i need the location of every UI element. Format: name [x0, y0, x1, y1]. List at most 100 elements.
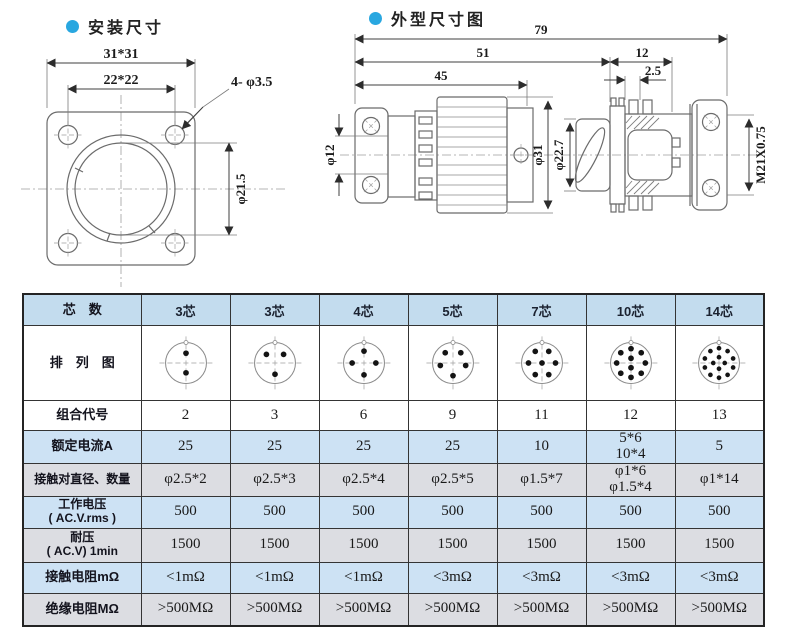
- table-cell: 25: [140, 430, 231, 464]
- row-label-contact: 接触对直径、数量: [22, 462, 142, 497]
- table-cell: 13: [674, 400, 765, 431]
- table-cell: 6: [318, 400, 409, 431]
- col-header: 10芯: [585, 293, 676, 326]
- table-row-voltage: 工作电压 ( AC.V.rms ) 500 500 500 500 500 50…: [22, 495, 765, 529]
- table-cell: 500: [140, 495, 231, 529]
- table-cell: 500: [585, 495, 676, 529]
- table-row-insulation: 绝缘电阻MΩ >500MΩ >500MΩ >500MΩ >500MΩ >500M…: [22, 592, 765, 626]
- table-cell: <1mΩ: [229, 561, 320, 594]
- flange-front-view: [21, 95, 287, 287]
- dim-label-thread: M21X0.75: [753, 126, 768, 184]
- table-cell: 5: [674, 430, 765, 464]
- table-row-withstand: 耐压 ( AC.V) 1min 1500 1500 1500 1500 1500…: [22, 527, 765, 563]
- pin-arrangement-diagram: [158, 336, 213, 390]
- bullet-icon: [66, 19, 79, 33]
- table-cell: φ1.5*7: [496, 462, 587, 497]
- table-cell: 1500: [229, 527, 320, 563]
- table-cell: >500MΩ: [407, 592, 498, 626]
- table-cell: >500MΩ: [229, 592, 320, 626]
- table-cell: φ2.5*5: [407, 462, 498, 497]
- table-row-arrangement: 排 列 图: [22, 325, 765, 401]
- dim-label-mid-length: 51: [477, 45, 490, 60]
- table-cell: 1500: [496, 527, 587, 563]
- row-label-voltage: 工作电压 ( AC.V.rms ): [22, 495, 142, 529]
- pin-cell: [496, 325, 587, 401]
- table-row-code: 组合代号 2 3 6 9 11 12 13: [22, 400, 765, 431]
- dim-label-total-length: 79: [535, 22, 549, 37]
- spec-table: 芯 数 3芯 3芯 4芯 5芯 7芯 10芯 14芯 排 列 图 组合代号 2 …: [22, 293, 765, 627]
- install-dims-title: 安装尺寸: [66, 14, 164, 38]
- row-label-current: 额定电流A: [22, 430, 142, 464]
- pin-arrangement-diagram: [514, 336, 569, 390]
- table-cell: φ2.5*2: [140, 462, 231, 497]
- table-cell: <1mΩ: [318, 561, 409, 594]
- contact-slots: [418, 116, 433, 200]
- col-header: 4芯: [318, 293, 409, 326]
- table-cell: 500: [229, 495, 320, 529]
- row-label-insulation: 绝缘电阻MΩ: [22, 592, 142, 626]
- col-header: 7芯: [496, 293, 587, 326]
- pin-cell: [674, 325, 765, 401]
- col-header: 5芯: [407, 293, 498, 326]
- pin-cell: [229, 325, 320, 401]
- dim-label-plate-thickness: 2.5: [645, 63, 662, 78]
- dim-label-d12: φ12: [322, 144, 337, 165]
- table-cell: 3: [229, 400, 320, 431]
- table-cell: 25: [407, 430, 498, 464]
- dim-label-d31: φ31: [530, 144, 545, 165]
- table-cell: >500MΩ: [318, 592, 409, 626]
- pin-arrangement-diagram: [425, 336, 480, 390]
- dim-label-front-length: 45: [435, 68, 449, 83]
- body-teeth: [628, 99, 653, 211]
- pin-cell: [407, 325, 498, 401]
- table-cell: 12: [585, 400, 676, 431]
- dim-label-center-circle: φ21.5: [233, 173, 248, 204]
- table-row-current: 额定电流A 25 25 25 25 10 5*6 10*4 5: [22, 430, 765, 464]
- table-cell: 1500: [140, 527, 231, 563]
- install-dims-title-text: 安装尺寸: [88, 20, 165, 37]
- table-row-cores: 芯 数 3芯 3芯 4芯 5芯 7芯 10芯 14芯: [22, 293, 765, 326]
- table-cell: 1500: [674, 527, 765, 563]
- table-row-resistance: 接触电阻mΩ <1mΩ <1mΩ <1mΩ <3mΩ <3mΩ <3mΩ <3m…: [22, 561, 765, 594]
- row-label-resistance: 接触电阻mΩ: [22, 561, 142, 594]
- table-cell: 9: [407, 400, 498, 431]
- pin-arrangement-diagram: [336, 336, 391, 390]
- hatching: [625, 115, 660, 195]
- table-cell: 1500: [318, 527, 409, 563]
- dim-label-hole-spacing: 22*22: [104, 73, 139, 88]
- row-label-withstand: 耐压 ( AC.V) 1min: [22, 527, 142, 563]
- table-cell: φ1*6 φ1.5*4: [585, 462, 676, 497]
- table-cell: 25: [229, 430, 320, 464]
- table-cell: 1500: [585, 527, 676, 563]
- table-cell: 10: [496, 430, 587, 464]
- col-header: 14芯: [674, 293, 765, 326]
- table-cell: φ2.5*3: [229, 462, 320, 497]
- table-cell: 25: [318, 430, 409, 464]
- bullet-icon: [369, 11, 382, 25]
- install-dimension-drawing: 31*31 22*22 4- φ3.5 φ21.5: [21, 47, 287, 287]
- dim-label-outer-square: 31*31: [104, 47, 139, 62]
- row-label-arrangement: 排 列 图: [22, 325, 142, 401]
- table-cell: 1500: [407, 527, 498, 563]
- col-header: 3芯: [229, 293, 320, 326]
- rib-lines: [437, 106, 507, 206]
- outline-dims-title-text: 外型尺寸图: [391, 12, 487, 29]
- install-dimensions: 31*31 22*22 4- φ3.5 φ21.5: [46, 47, 272, 236]
- plug-side-view: [354, 96, 534, 214]
- table-cell: 500: [407, 495, 498, 529]
- dim-label-d227: φ22.7: [551, 139, 566, 170]
- col-header: 3芯: [140, 293, 231, 326]
- table-cell: 2: [140, 400, 231, 431]
- table-cell: 500: [674, 495, 765, 529]
- table-cell: φ1*14: [674, 462, 765, 497]
- socket-side-view: [574, 97, 728, 213]
- pin-arrangement-diagram: [692, 336, 746, 390]
- table-cell: >500MΩ: [496, 592, 587, 626]
- dim-label-rear-length: 12: [636, 45, 649, 60]
- table-cell: φ2.5*4: [318, 462, 409, 497]
- pin-arrangement-diagram: [247, 336, 302, 390]
- table-cell: <3mΩ: [407, 561, 498, 594]
- table-cell: <1mΩ: [140, 561, 231, 594]
- outline-dims-title: 外型尺寸图: [369, 6, 486, 30]
